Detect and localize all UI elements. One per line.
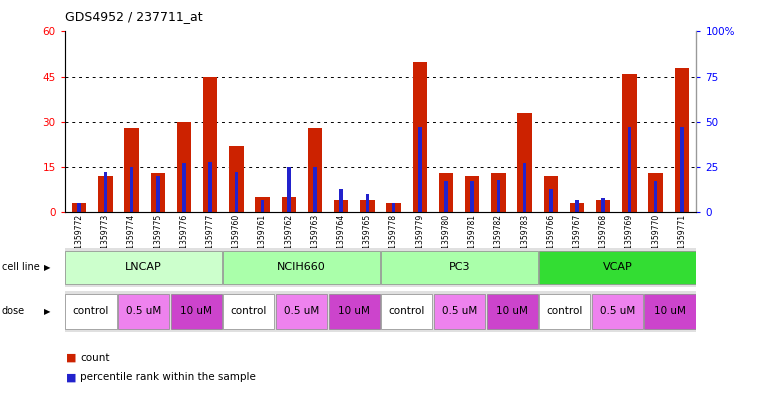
- Bar: [392, 203, 396, 212]
- Bar: [465, 176, 479, 212]
- Text: control: control: [389, 307, 425, 316]
- Bar: [549, 189, 552, 212]
- Bar: [381, 251, 537, 284]
- Bar: [209, 162, 212, 212]
- Bar: [486, 294, 537, 329]
- Text: dose: dose: [2, 307, 24, 316]
- Bar: [182, 163, 186, 212]
- Bar: [224, 251, 380, 284]
- Text: NCIH660: NCIH660: [277, 262, 326, 272]
- Bar: [129, 167, 133, 212]
- Bar: [540, 294, 591, 329]
- Bar: [540, 251, 696, 284]
- Bar: [592, 294, 643, 329]
- Bar: [628, 127, 632, 212]
- Bar: [65, 294, 116, 329]
- Bar: [575, 200, 579, 212]
- Bar: [645, 294, 696, 329]
- Bar: [517, 113, 532, 212]
- Text: 0.5 uM: 0.5 uM: [442, 307, 477, 316]
- Bar: [434, 294, 485, 329]
- Text: 0.5 uM: 0.5 uM: [600, 307, 635, 316]
- Bar: [78, 203, 81, 212]
- Bar: [412, 62, 427, 212]
- Bar: [307, 128, 322, 212]
- Bar: [256, 197, 269, 212]
- Bar: [523, 163, 527, 212]
- Bar: [596, 200, 610, 212]
- Text: ■: ■: [66, 372, 77, 382]
- Text: 10 uM: 10 uM: [496, 307, 528, 316]
- Text: ▶: ▶: [44, 263, 51, 272]
- Bar: [170, 294, 221, 329]
- Bar: [543, 176, 558, 212]
- Bar: [224, 294, 275, 329]
- Text: 10 uM: 10 uM: [654, 307, 686, 316]
- Bar: [156, 176, 160, 212]
- Text: cell line: cell line: [2, 262, 40, 272]
- Bar: [118, 294, 169, 329]
- Text: 10 uM: 10 uM: [338, 307, 370, 316]
- Text: control: control: [546, 307, 583, 316]
- Bar: [261, 200, 264, 212]
- Bar: [98, 176, 113, 212]
- Text: percentile rank within the sample: percentile rank within the sample: [80, 372, 256, 382]
- Bar: [282, 197, 296, 212]
- Text: count: count: [80, 353, 110, 363]
- Text: PC3: PC3: [449, 262, 470, 272]
- Bar: [65, 251, 221, 284]
- Bar: [648, 173, 663, 212]
- Bar: [72, 203, 86, 212]
- Bar: [276, 294, 327, 329]
- Bar: [229, 146, 244, 212]
- Bar: [439, 173, 454, 212]
- Text: GDS4952 / 237711_at: GDS4952 / 237711_at: [65, 10, 202, 23]
- Bar: [287, 167, 291, 212]
- Bar: [622, 73, 637, 212]
- Bar: [675, 68, 689, 212]
- Bar: [680, 127, 683, 212]
- Bar: [418, 127, 422, 212]
- Text: ▶: ▶: [44, 307, 51, 316]
- Bar: [497, 180, 500, 212]
- Bar: [470, 182, 474, 212]
- Bar: [151, 173, 165, 212]
- Bar: [365, 194, 369, 212]
- Bar: [124, 128, 139, 212]
- Text: 0.5 uM: 0.5 uM: [284, 307, 319, 316]
- Text: control: control: [231, 307, 267, 316]
- Text: VCAP: VCAP: [603, 262, 632, 272]
- Bar: [492, 173, 505, 212]
- Bar: [177, 122, 191, 212]
- Text: 0.5 uM: 0.5 uM: [126, 307, 161, 316]
- Bar: [234, 173, 238, 212]
- Text: 10 uM: 10 uM: [180, 307, 212, 316]
- Bar: [387, 203, 401, 212]
- Bar: [444, 182, 447, 212]
- Bar: [381, 294, 432, 329]
- Bar: [654, 182, 658, 212]
- Bar: [339, 189, 343, 212]
- Bar: [203, 77, 218, 212]
- Text: LNCAP: LNCAP: [126, 262, 162, 272]
- Bar: [329, 294, 380, 329]
- Text: ■: ■: [66, 353, 77, 363]
- Bar: [360, 200, 374, 212]
- Bar: [103, 173, 107, 212]
- Bar: [570, 203, 584, 212]
- Bar: [601, 198, 605, 212]
- Text: control: control: [73, 307, 109, 316]
- Bar: [334, 200, 349, 212]
- Bar: [314, 167, 317, 212]
